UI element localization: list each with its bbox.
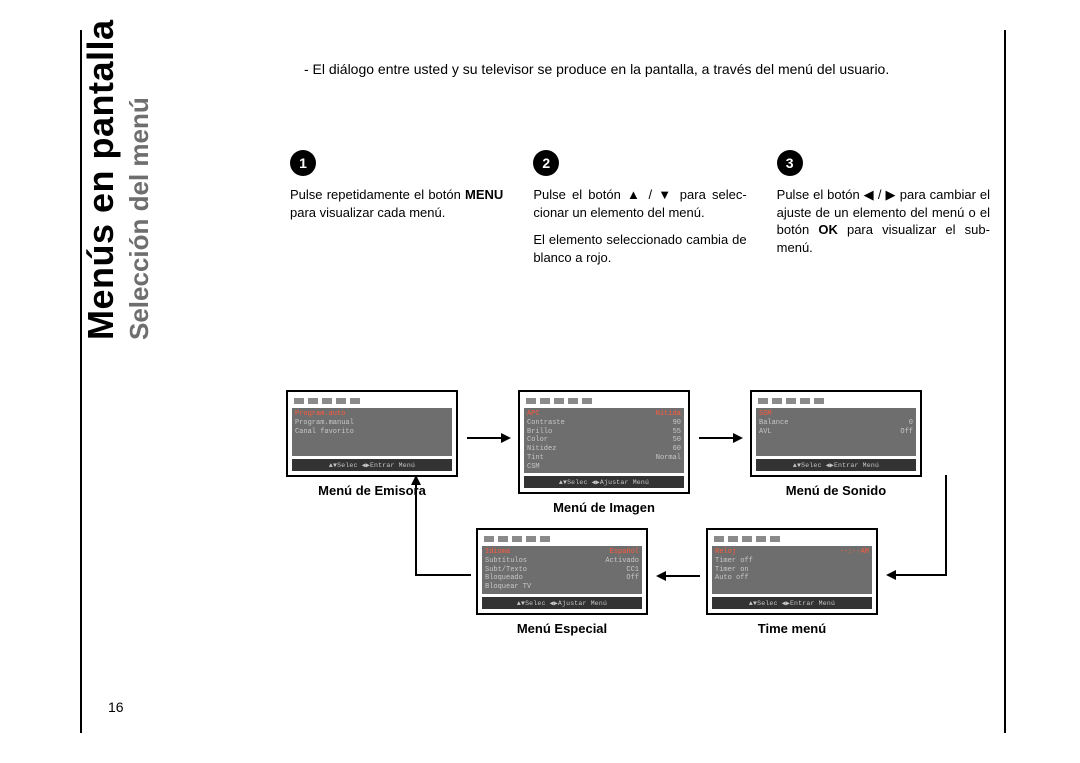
menu-row: Auto off <box>715 574 869 583</box>
menu-row: BloqueadoOff <box>485 574 639 583</box>
page-number: 16 <box>108 699 124 715</box>
step-badge-2: 2 <box>533 150 559 176</box>
menu-footer: ▲▼Selec ◀▶Ajustar Menú <box>524 476 684 488</box>
arrow-elbow-down-left-icon <box>886 475 956 585</box>
step-3-text: Pulse el botón ◀ / ▶ para cambiar el aju… <box>777 186 990 256</box>
step-2: 2 Pulse el botón ▲ / ▼ para selec-cionar… <box>533 150 746 266</box>
menu-footer: ▲▼Selec ◀▶Entrar Menú <box>756 459 916 471</box>
vertical-title-block: Menús en pantalla Selección del menú <box>80 30 180 340</box>
tv-label: Time menú <box>706 621 878 636</box>
menu-body: SSMBalance0AVLOff <box>756 408 916 456</box>
menu-row: AVLOff <box>759 428 913 437</box>
step-2-text-b: El elemento seleccionado cambia de blanc… <box>533 231 746 266</box>
manual-page: Menús en pantalla Selección del menú - E… <box>0 0 1080 763</box>
step-1: 1 Pulse repetidamente el botón MENU para… <box>290 150 503 266</box>
icon-row <box>756 396 916 406</box>
menu-row: Color50 <box>527 436 681 445</box>
menu-row: IdiomaEspañol <box>485 548 639 557</box>
menu-row: Contraste90 <box>527 419 681 428</box>
menu-row: Timer on <box>715 566 869 575</box>
menu-row: TintNormal <box>527 454 681 463</box>
intro-text: - El diálogo entre usted y su televisor … <box>304 60 984 79</box>
icon-row <box>524 396 684 406</box>
menu-row: Program.manual <box>295 419 449 428</box>
menu-row: SSM <box>759 410 913 419</box>
menu-row: Reloj--:--AM <box>715 548 869 557</box>
menu-footer: ▲▼Selec ◀▶Ajustar Menú <box>482 597 642 609</box>
menu-flow-diagram: Program.autoProgram.manualCanal favorito… <box>286 370 988 660</box>
menu-row: Program.auto <box>295 410 449 419</box>
arrow-left-icon <box>656 570 700 582</box>
step-badge-3: 3 <box>777 150 803 176</box>
page-title: Menús en pantalla <box>80 30 122 340</box>
icon-row <box>482 534 642 544</box>
icon-row <box>712 534 872 544</box>
menu-row: Timer off <box>715 557 869 566</box>
menu-footer: ▲▼Selec ◀▶Entrar Menú <box>292 459 452 471</box>
tv-label: Menú Especial <box>476 621 648 636</box>
menu-body: IdiomaEspañolSubtítulosActivadoSubt/Text… <box>482 546 642 594</box>
menu-row: Brillo55 <box>527 428 681 437</box>
tv-time: Reloj--:--AMTimer offTimer onAuto off ▲▼… <box>706 528 878 636</box>
menu-body: Program.autoProgram.manualCanal favorito <box>292 408 452 456</box>
arrow-right-icon <box>699 432 743 444</box>
menu-row: APCNítida <box>527 410 681 419</box>
arrow-elbow-up-icon <box>406 475 476 585</box>
vertical-rule-right <box>1004 30 1006 733</box>
menu-footer: ▲▼Selec ◀▶Entrar Menú <box>712 597 872 609</box>
step-badge-1: 1 <box>290 150 316 176</box>
menu-row: Balance0 <box>759 419 913 428</box>
step-2-text-a: Pulse el botón ▲ / ▼ para selec-cionar u… <box>533 186 746 221</box>
menu-row: Nitidez60 <box>527 445 681 454</box>
menu-row: Subt/TextoCC1 <box>485 566 639 575</box>
menu-row: Bloquear TV <box>485 583 639 592</box>
icon-row <box>292 396 452 406</box>
page-subtitle: Selección del menú <box>124 30 155 340</box>
arrow-right-icon <box>467 432 511 444</box>
tv-imagen: APCNítidaContraste90Brillo55Color50Nitid… <box>518 390 690 515</box>
step-3: 3 Pulse el botón ◀ / ▶ para cambiar el a… <box>777 150 990 266</box>
menu-row: SubtítulosActivado <box>485 557 639 566</box>
tv-label: Menú de Imagen <box>518 500 690 515</box>
menu-body: Reloj--:--AMTimer offTimer onAuto off <box>712 546 872 594</box>
steps-row: 1 Pulse repetidamente el botón MENU para… <box>290 150 990 266</box>
menu-row: CSM <box>527 463 681 472</box>
tv-especial: IdiomaEspañolSubtítulosActivadoSubt/Text… <box>476 528 648 636</box>
menu-row: Canal favorito <box>295 428 449 437</box>
step-1-text: Pulse repetidamente el botón MENU para v… <box>290 186 503 221</box>
menu-body: APCNítidaContraste90Brillo55Color50Nitid… <box>524 408 684 473</box>
